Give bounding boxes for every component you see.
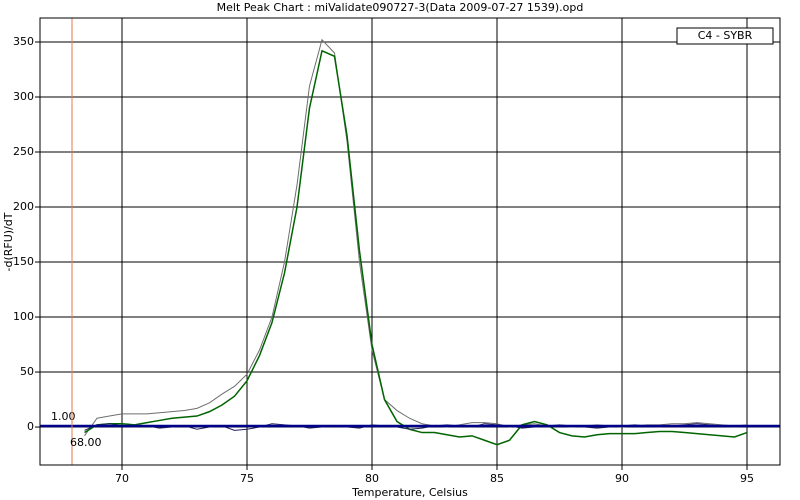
y-tick-label: 100 <box>13 310 34 323</box>
x-tick-label: 90 <box>615 472 629 485</box>
y-tick-label: 0 <box>27 420 34 433</box>
series-line <box>84 49 748 446</box>
y-tick-label: 150 <box>13 255 34 268</box>
y-tick-label: 50 <box>20 365 34 378</box>
x-tick-label: 75 <box>240 472 254 485</box>
x-axis-label: Temperature, Celsius <box>351 486 468 499</box>
y-tick-label: 200 <box>13 200 34 213</box>
x-tick-label: 85 <box>490 472 504 485</box>
x-tick-label: 80 <box>365 472 379 485</box>
y-tick-label: 350 <box>13 35 34 48</box>
plot-area: 70 75 80 85 90 95 0 50 100 150 200 250 300 350 1.00 68.… <box>13 18 780 485</box>
y-tick-label: 300 <box>13 90 34 103</box>
x-tick-label: 70 <box>115 472 129 485</box>
legend-label: C4 - SYBR <box>698 29 753 42</box>
y-axis-label: -d(RFU)/dT <box>2 212 15 271</box>
y-tick-label: 250 <box>13 145 34 158</box>
legend-box <box>676 27 774 45</box>
x-tick-label: 95 <box>740 472 754 485</box>
threshold-label: 1.00 <box>51 410 76 423</box>
plot-frame <box>39 17 781 466</box>
marker-label: 68.00 <box>70 436 102 449</box>
chart-title: Melt Peak Chart : miValidate090727-3(Dat… <box>217 1 584 14</box>
